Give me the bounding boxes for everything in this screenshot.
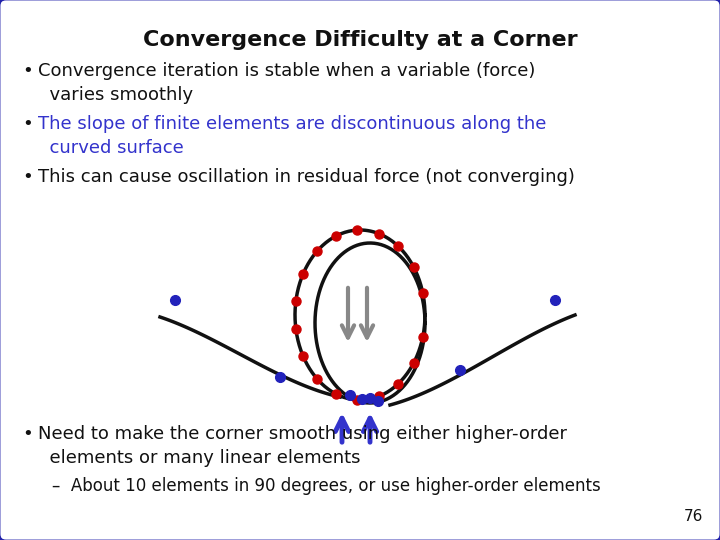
Text: •: • bbox=[22, 62, 32, 80]
Text: This can cause oscillation in residual force (not converging): This can cause oscillation in residual f… bbox=[38, 168, 575, 186]
Text: •: • bbox=[22, 115, 32, 133]
Text: –  About 10 elements in 90 degrees, or use higher-order elements: – About 10 elements in 90 degrees, or us… bbox=[52, 477, 600, 495]
Text: •: • bbox=[22, 168, 32, 186]
Text: 76: 76 bbox=[683, 509, 703, 524]
Text: The slope of finite elements are discontinuous along the
  curved surface: The slope of finite elements are discont… bbox=[38, 115, 546, 157]
Text: Need to make the corner smooth using either higher-order
  elements or many line: Need to make the corner smooth using eit… bbox=[38, 425, 567, 467]
Text: •: • bbox=[22, 425, 32, 443]
Text: Convergence iteration is stable when a variable (force)
  varies smoothly: Convergence iteration is stable when a v… bbox=[38, 62, 536, 104]
Text: Convergence Difficulty at a Corner: Convergence Difficulty at a Corner bbox=[143, 30, 577, 50]
